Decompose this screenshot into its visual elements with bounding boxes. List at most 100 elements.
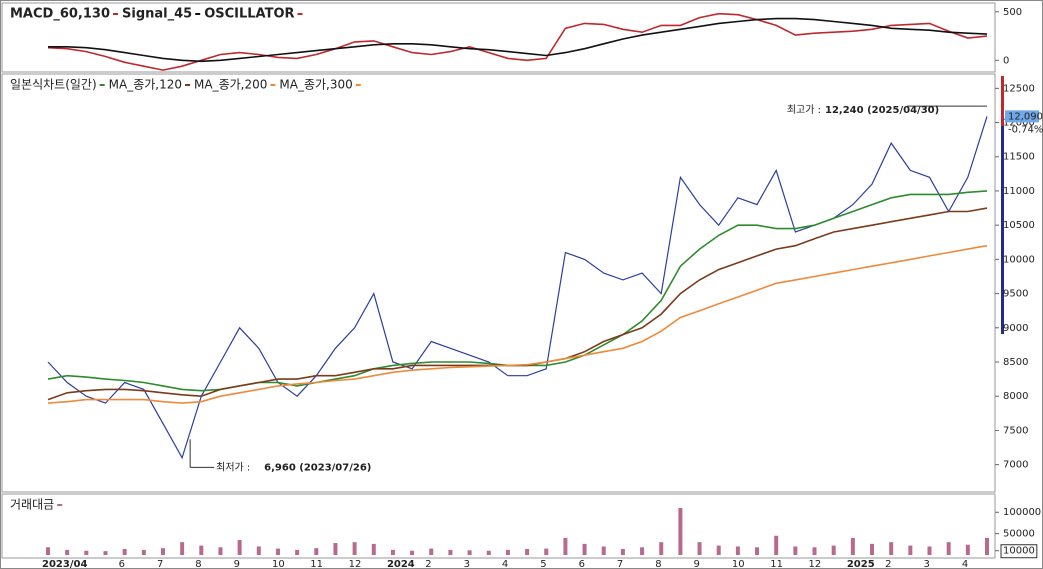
low-label: 최저가 : [216,461,250,473]
bar [544,548,549,556]
x-tick-label: 6 [119,559,125,569]
bar [256,546,261,556]
bar [505,549,510,556]
x-tick-label: 2025 [847,559,875,569]
x-tick-label: 2 [425,559,431,569]
bar [697,542,702,556]
bar [141,549,146,556]
bar [870,543,875,556]
y-tick-label: 8500 [1003,357,1028,368]
x-tick-label: 11 [770,559,783,569]
x-tick-label: 3 [924,559,930,569]
bar [563,537,568,556]
x-tick-label: 12 [809,559,822,569]
bar [410,550,415,556]
bar [755,547,760,556]
bar [65,549,70,556]
legend-label: OSCILLATOR [204,7,294,22]
x-tick-label: 5 [540,559,546,569]
x-tick-label: 2023/04 [42,559,87,569]
y-tick-label: 50000 [1003,529,1035,540]
bar [333,543,338,556]
bar [429,548,434,556]
y-tick-label: 12500 [1003,83,1035,94]
x-tick-label: 7 [157,559,163,569]
y-tick-label: 500 [1003,7,1022,18]
bar [812,547,817,556]
legend-label: 일본식차트(일간) [10,78,97,92]
last-price: 12,090 [1008,111,1043,122]
y-tick-label: 10000 [1003,254,1035,265]
legend-label: 거래대금 [10,498,54,512]
bar [218,547,223,556]
range-bar-bottom [1001,126,1004,334]
legend-label: MACD_60,130 [10,7,110,22]
x-tick-label: 12 [349,559,362,569]
bar [371,543,376,556]
bar [774,535,779,556]
bar [525,549,530,556]
bar [965,544,970,556]
bar [659,542,664,556]
bar [946,542,951,556]
high-value: 12,240 (2025/04/30) [825,105,939,116]
x-tick-label: 2 [885,559,891,569]
x-tick-label: 10 [272,559,285,569]
range-bar-top [1001,76,1004,126]
series-line [47,244,988,404]
y-tick-label: 8000 [1003,391,1028,402]
bar [850,537,855,556]
bar [716,545,721,556]
legend-label: MA_종가,300 [279,78,352,92]
x-tick-label: 10 [732,559,745,569]
bar [735,546,740,556]
bar [889,542,894,556]
y-tick-label: 10500 [1003,220,1035,231]
tick-box [1000,544,1038,559]
bar [352,542,357,556]
bar [985,537,989,556]
x-tick-label: 4 [502,559,508,569]
y-tick-label: 100000 [1003,507,1041,518]
bar [448,549,453,556]
bar [390,549,395,556]
bar [908,545,913,556]
bar [180,542,185,556]
x-tick-label: 2024 [387,559,415,569]
y-tick-label: 0 [1003,55,1009,66]
y-tick-label: 9000 [1003,323,1028,334]
y-tick-label: 11000 [1003,186,1035,197]
bar [620,549,625,556]
y-tick-label: 7000 [1003,460,1028,471]
high-label: 최고가 : [787,104,821,116]
bar [793,546,798,556]
bar [122,549,127,556]
legend-label: Signal_45 [122,7,192,22]
bar [601,546,606,556]
x-tick-label: 8 [195,559,201,569]
legend-label: MA_종가,200 [194,78,267,92]
bar [314,548,319,556]
x-tick-label: 6 [579,559,585,569]
legend-label: MA_종가,120 [109,78,182,92]
x-tick-label: 9 [234,559,240,569]
series-line [47,12,988,71]
y-tick-label: 11500 [1003,152,1035,163]
x-tick-label: 3 [464,559,470,569]
bar [160,548,165,556]
y-tick-label: 9500 [1003,289,1028,300]
x-tick-label: 7 [617,559,623,569]
series-line [48,17,988,63]
bar [237,540,242,556]
bar [84,550,89,556]
bar [275,548,280,556]
bar [831,545,836,556]
bar [46,547,50,556]
last-change: -0.74% [1008,124,1043,135]
bar [640,547,645,556]
bar [927,546,932,556]
last-price-box [1005,110,1039,123]
bar [199,545,204,556]
y-tick-label: 10000 [1003,546,1035,557]
